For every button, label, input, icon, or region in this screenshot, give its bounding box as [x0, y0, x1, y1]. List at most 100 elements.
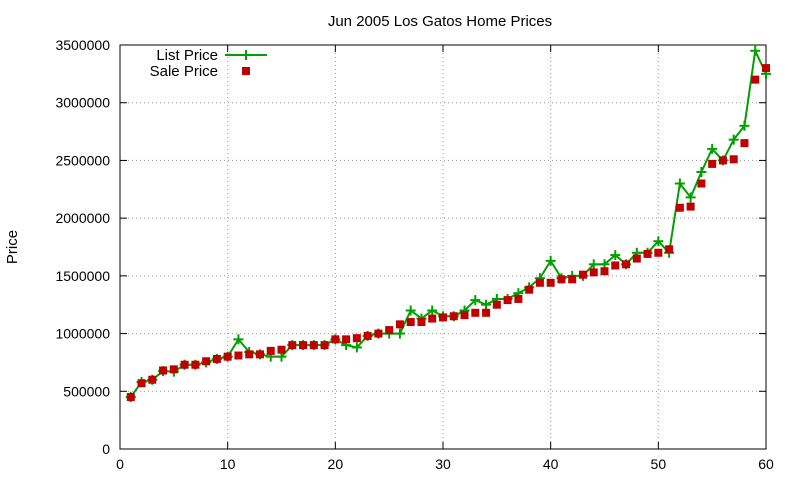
list-price-point	[610, 250, 621, 261]
sale-price-point	[212, 354, 221, 363]
sale-price-point	[482, 308, 491, 317]
x-tick-label: 30	[435, 456, 451, 472]
sale-price-point	[342, 335, 351, 344]
sale-price-point	[729, 155, 738, 164]
sale-price-point	[718, 156, 727, 165]
y-tick-label: 1000000	[55, 326, 110, 342]
sale-price-point	[589, 268, 598, 277]
list-price-point	[588, 259, 599, 270]
y-axis-label: Price	[4, 230, 21, 264]
sale-price-point	[751, 75, 760, 84]
sale-price-point	[180, 360, 189, 369]
sale-price-point	[600, 267, 609, 276]
sale-price-point	[632, 254, 641, 263]
legend-sample-list-price-marker	[241, 50, 251, 60]
list-price-point	[233, 334, 244, 345]
sale-price-point	[546, 278, 555, 287]
sale-price-point	[406, 318, 415, 327]
list-price-line	[129, 49, 767, 398]
y-tick-label: 3500000	[55, 37, 110, 53]
sale-price-point	[374, 329, 383, 338]
sale-price-point	[514, 294, 523, 303]
list-price-point	[750, 45, 761, 56]
legend-label-list-price: List Price	[156, 47, 218, 64]
sale-price-point	[137, 379, 146, 388]
series-sale-price	[126, 64, 770, 402]
list-price-point	[707, 143, 718, 154]
list-price-point	[739, 120, 750, 131]
sale-price-point	[428, 314, 437, 323]
sale-price-point	[245, 350, 254, 359]
sale-price-point	[622, 260, 631, 269]
list-price-point	[728, 134, 739, 145]
sale-price-point	[535, 278, 544, 287]
sale-price-point	[525, 285, 534, 294]
sale-price-point	[665, 245, 674, 254]
y-tick-label: 2500000	[55, 152, 110, 168]
sale-price-point	[708, 159, 717, 168]
axis-ticks: 0 10 20 30 40 50 60 0 500000 1000000 1500000 200000…	[55, 37, 774, 472]
sale-price-point	[449, 312, 458, 321]
sale-price-point	[762, 64, 770, 73]
sale-price-point	[557, 275, 566, 284]
y-tick-label: 2000000	[55, 210, 110, 226]
sale-price-point	[568, 275, 577, 284]
sale-price-point	[191, 360, 200, 369]
sale-price-point	[169, 365, 178, 374]
sale-price-point	[697, 179, 706, 188]
y-tick-label: 1500000	[55, 268, 110, 284]
list-price-point	[685, 192, 696, 203]
y-tick-label: 0	[102, 441, 110, 457]
sale-price-point	[740, 139, 749, 148]
legend-sample-sale-price-marker	[242, 67, 250, 75]
sale-price-point	[686, 202, 695, 211]
x-tick-label: 20	[328, 456, 344, 472]
sale-price-point	[611, 261, 620, 270]
list-price-point	[405, 305, 416, 316]
sale-price-point	[148, 375, 157, 384]
x-tick-label: 60	[758, 456, 774, 472]
sale-price-point	[492, 300, 501, 309]
x-tick-label: 10	[220, 456, 236, 472]
sale-price-point	[439, 313, 447, 322]
list-price-point	[653, 236, 664, 247]
sale-price-point	[460, 311, 469, 320]
y-tick-label: 500000	[63, 383, 110, 399]
x-tick-label: 0	[116, 456, 124, 472]
legend-label-sale-price: Sale Price	[150, 63, 218, 80]
grid	[120, 45, 766, 449]
sale-price-point	[395, 320, 404, 329]
sale-price-point	[417, 318, 426, 327]
x-tick-label: 40	[543, 456, 559, 472]
sale-price-point	[126, 393, 135, 402]
chart-title: Jun 2005 Los Gatos Home Prices	[328, 13, 552, 30]
x-tick-label: 50	[651, 456, 667, 472]
legend: List Price Sale Price	[150, 47, 267, 80]
sale-price-point	[503, 296, 512, 305]
sale-price-point	[471, 308, 480, 317]
sale-price-point	[255, 350, 264, 359]
sale-price-point	[363, 331, 372, 340]
sale-price-point	[352, 334, 361, 343]
sale-price-point	[675, 203, 684, 212]
sale-price-point	[643, 249, 652, 258]
sale-price-point	[578, 270, 587, 279]
list-price-point	[470, 295, 481, 306]
series-list-price	[125, 45, 771, 403]
sale-price-point	[309, 341, 318, 350]
list-price-point	[394, 328, 405, 339]
sale-price-point	[223, 352, 232, 361]
sale-price-point	[288, 341, 297, 350]
series-layer	[125, 45, 771, 403]
sale-price-point	[320, 341, 329, 350]
list-price-point	[351, 342, 362, 353]
list-price-point	[545, 255, 556, 266]
y-tick-label: 3000000	[55, 95, 110, 111]
list-price-point	[674, 178, 685, 189]
list-price-point	[481, 299, 492, 310]
sale-price-point	[266, 346, 275, 355]
sale-price-point	[654, 248, 663, 257]
sale-price-point	[331, 335, 340, 344]
sale-price-point	[234, 351, 243, 360]
